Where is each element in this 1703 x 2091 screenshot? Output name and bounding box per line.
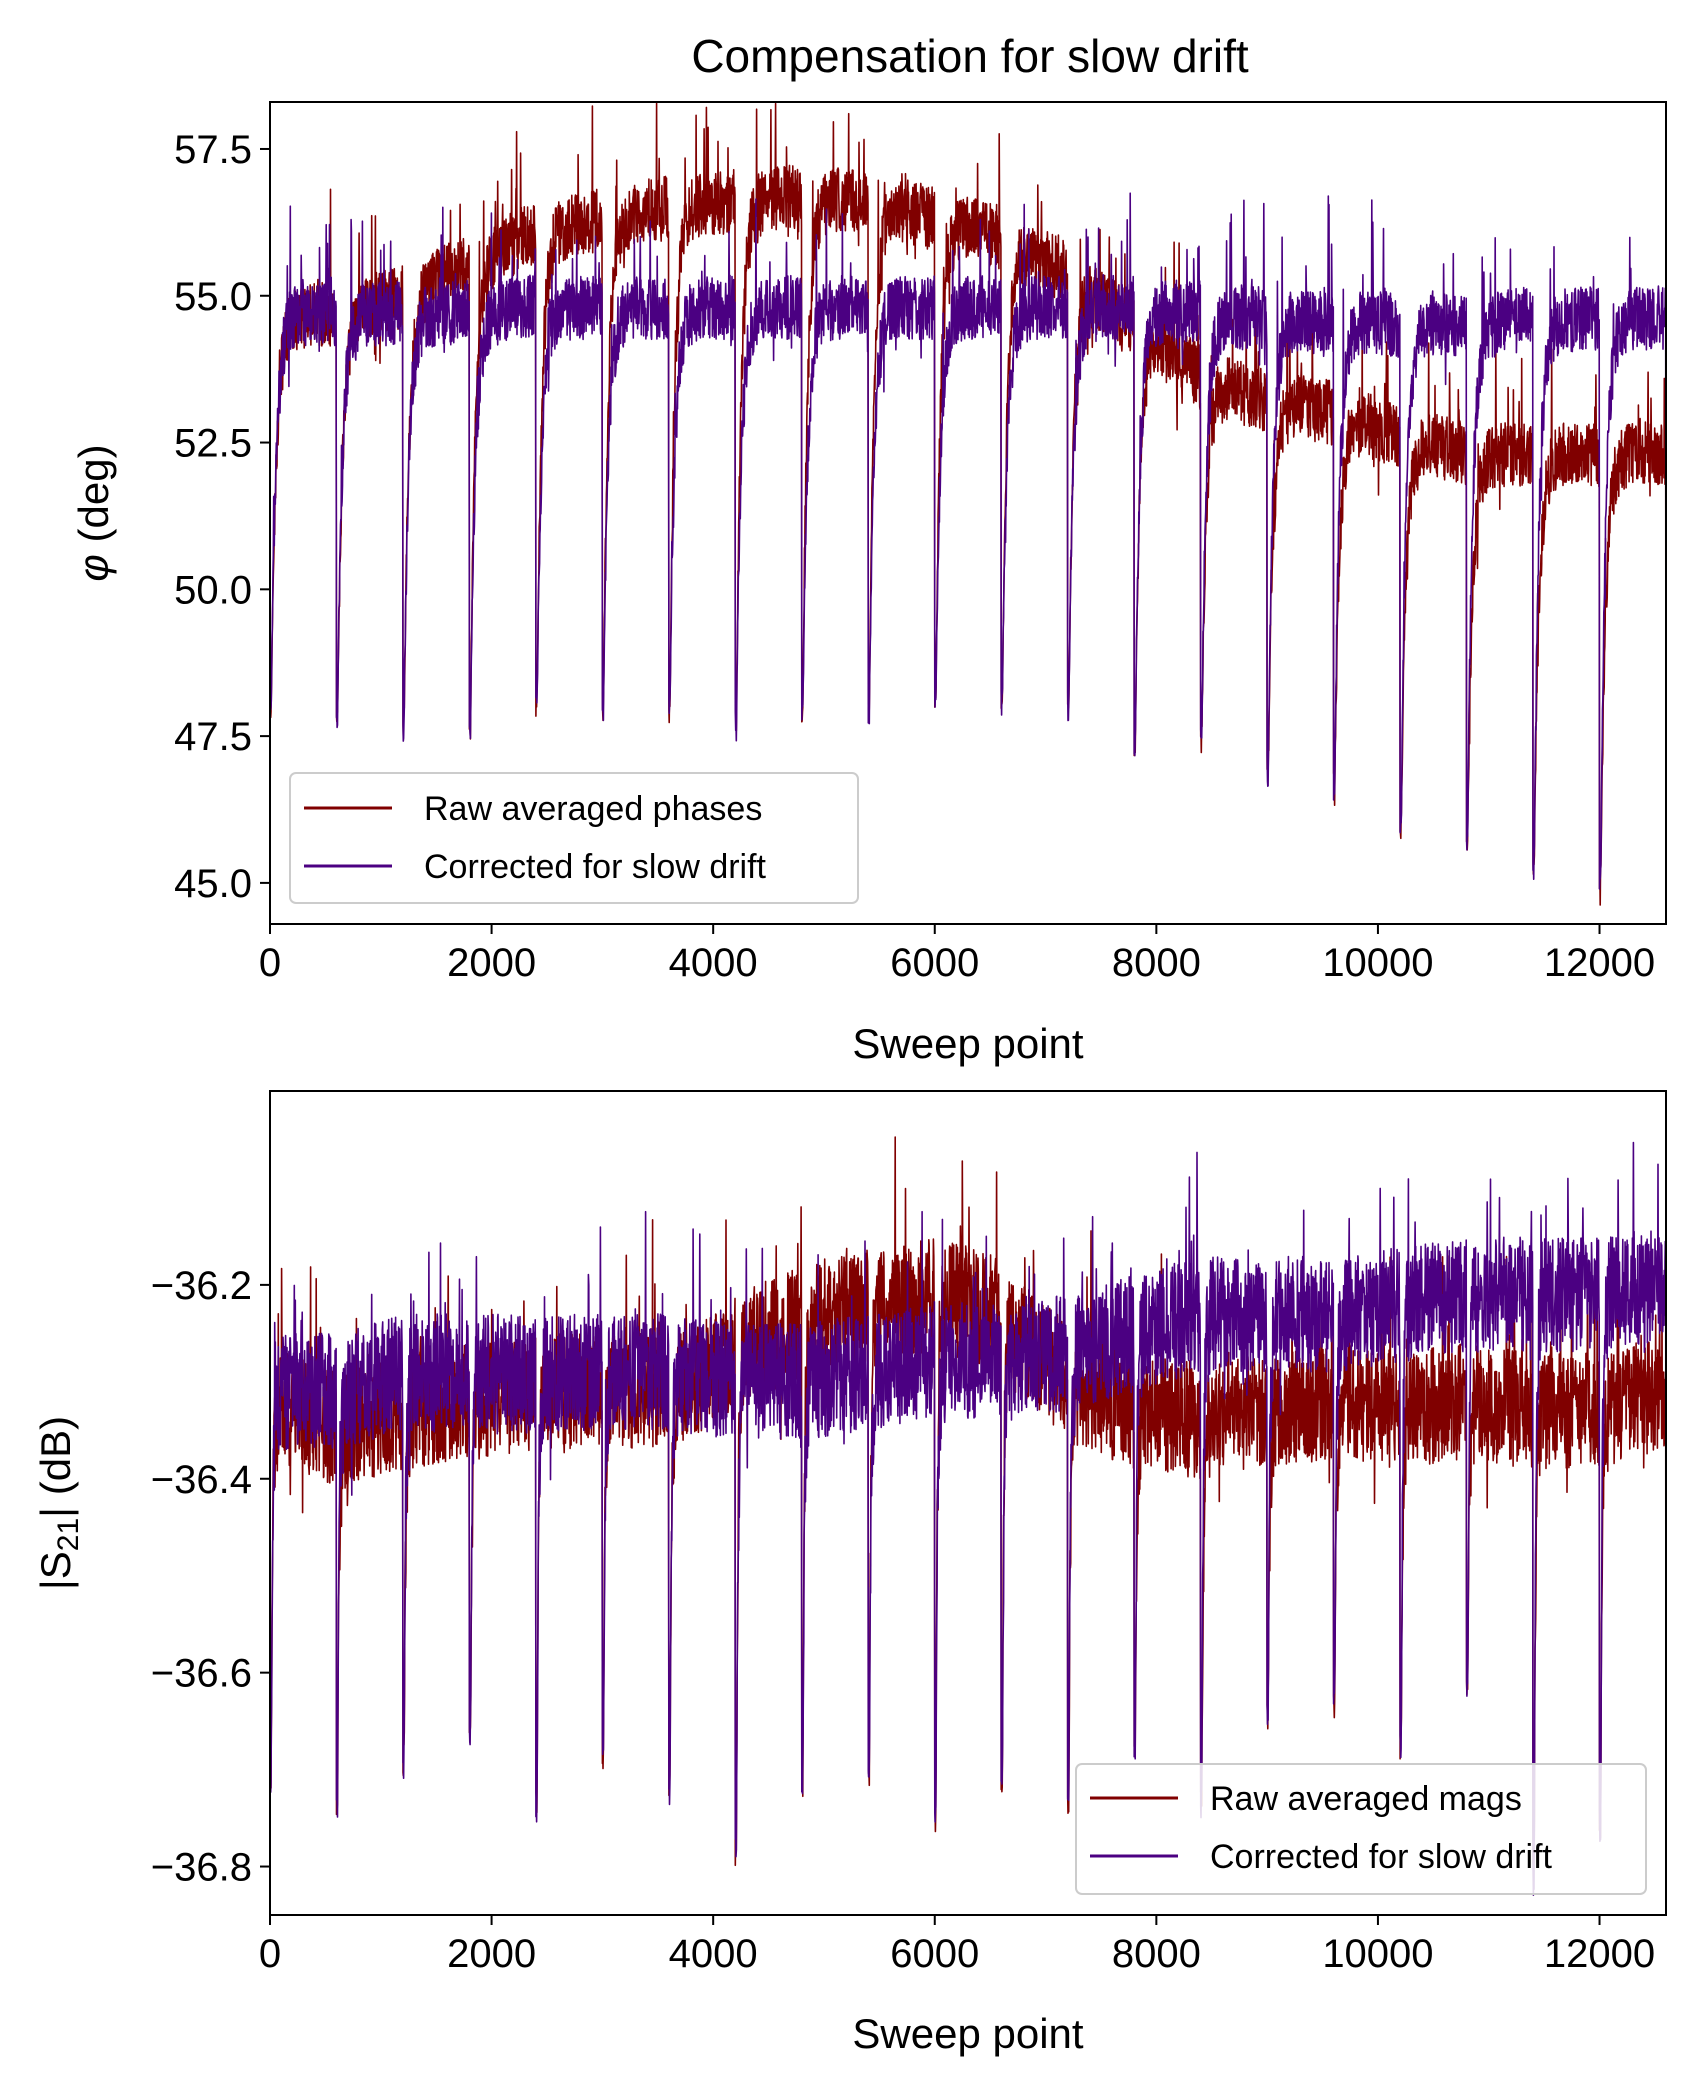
phase-x-ticks: 0 2000 4000 6000 8000 10000 12000 bbox=[259, 924, 1655, 985]
phase-plot: 0 2000 4000 6000 8000 10000 12000 45.0 47.5 50.0… bbox=[70, 101, 1667, 1067]
phase-y-axis-symbol: φ bbox=[70, 554, 117, 581]
phase-plot-frame bbox=[269, 101, 1667, 925]
phase-legend-box bbox=[289, 772, 859, 904]
phase-x-tick-label: 8000 bbox=[1112, 941, 1201, 985]
magnitude-y-ticks: −36.2 −36.4 −36.6 −36.8 bbox=[151, 1264, 270, 1890]
phase-x-tick-label: 10000 bbox=[1322, 941, 1433, 985]
phase-y-tick-label: 45.0 bbox=[174, 862, 252, 906]
magnitude-x-tick-label: 6000 bbox=[890, 1932, 979, 1976]
magnitude-series-group bbox=[270, 1136, 1666, 1896]
magnitude-y-axis-subscript: 21 bbox=[52, 1518, 85, 1551]
phase-series-corrected-line bbox=[270, 192, 1666, 899]
phase-y-tick-label: 55.0 bbox=[174, 275, 252, 319]
magnitude-series-corrected-line bbox=[270, 1141, 1666, 1896]
magnitude-y-axis-prefix: |S bbox=[32, 1551, 79, 1590]
phase-y-axis-unit: (deg) bbox=[70, 444, 117, 554]
figure-title: Compensation for slow drift bbox=[691, 30, 1249, 82]
phase-y-ticks: 45.0 47.5 50.0 52.5 55.0 57.5 bbox=[174, 128, 270, 906]
magnitude-legend-label-raw: Raw averaged mags bbox=[1210, 1780, 1522, 1818]
magnitude-x-tick-label: 12000 bbox=[1544, 1932, 1655, 1976]
magnitude-legend-label-corrected: Corrected for slow drift bbox=[1210, 1838, 1553, 1876]
phase-y-axis-label: φ (deg) bbox=[70, 444, 117, 581]
magnitude-x-axis-label: Sweep point bbox=[852, 2010, 1083, 2057]
phase-x-tick-label: 2000 bbox=[447, 941, 536, 985]
phase-x-tick-label: 6000 bbox=[890, 941, 979, 985]
magnitude-y-tick-label: −36.2 bbox=[151, 1264, 252, 1308]
magnitude-y-tick-label: −36.6 bbox=[151, 1652, 252, 1696]
magnitude-x-tick-label: 2000 bbox=[447, 1932, 536, 1976]
phase-x-tick-label: 0 bbox=[259, 941, 281, 985]
phase-x-tick-label: 4000 bbox=[669, 941, 758, 985]
magnitude-y-axis-label: |S21| (dB) bbox=[32, 1416, 85, 1590]
magnitude-x-tick-label: 4000 bbox=[669, 1932, 758, 1976]
magnitude-y-axis-suffix: | (dB) bbox=[32, 1416, 79, 1518]
magnitude-y-tick-label: −36.8 bbox=[151, 1846, 252, 1890]
phase-y-tick-label: 50.0 bbox=[174, 568, 252, 612]
phase-series-group bbox=[270, 102, 1666, 906]
magnitude-x-ticks: 0 2000 4000 6000 8000 10000 12000 bbox=[259, 1915, 1655, 1976]
phase-series-raw-line bbox=[270, 102, 1666, 906]
phase-y-tick-label: 52.5 bbox=[174, 422, 252, 466]
phase-legend-label-corrected: Corrected for slow drift bbox=[424, 848, 767, 886]
phase-x-tick-label: 12000 bbox=[1544, 941, 1655, 985]
magnitude-legend-box bbox=[1075, 1763, 1647, 1895]
phase-y-tick-label: 47.5 bbox=[174, 715, 252, 759]
magnitude-legend: Raw averaged mags Corrected for slow dri… bbox=[1075, 1763, 1647, 1895]
magnitude-x-tick-label: 10000 bbox=[1322, 1932, 1433, 1976]
magnitude-plot-frame bbox=[269, 1090, 1667, 1916]
magnitude-x-tick-label: 8000 bbox=[1112, 1932, 1201, 1976]
phase-legend: Raw averaged phases Corrected for slow d… bbox=[289, 772, 859, 904]
magnitude-x-tick-label: 0 bbox=[259, 1932, 281, 1976]
magnitude-y-tick-label: −36.4 bbox=[151, 1458, 252, 1502]
phase-legend-label-raw: Raw averaged phases bbox=[424, 790, 762, 828]
phase-y-tick-label: 57.5 bbox=[174, 128, 252, 172]
phase-x-axis-label: Sweep point bbox=[852, 1020, 1083, 1067]
magnitude-plot: 0 2000 4000 6000 8000 10000 12000 −36.2−36.4−3… bbox=[32, 1090, 1667, 2057]
